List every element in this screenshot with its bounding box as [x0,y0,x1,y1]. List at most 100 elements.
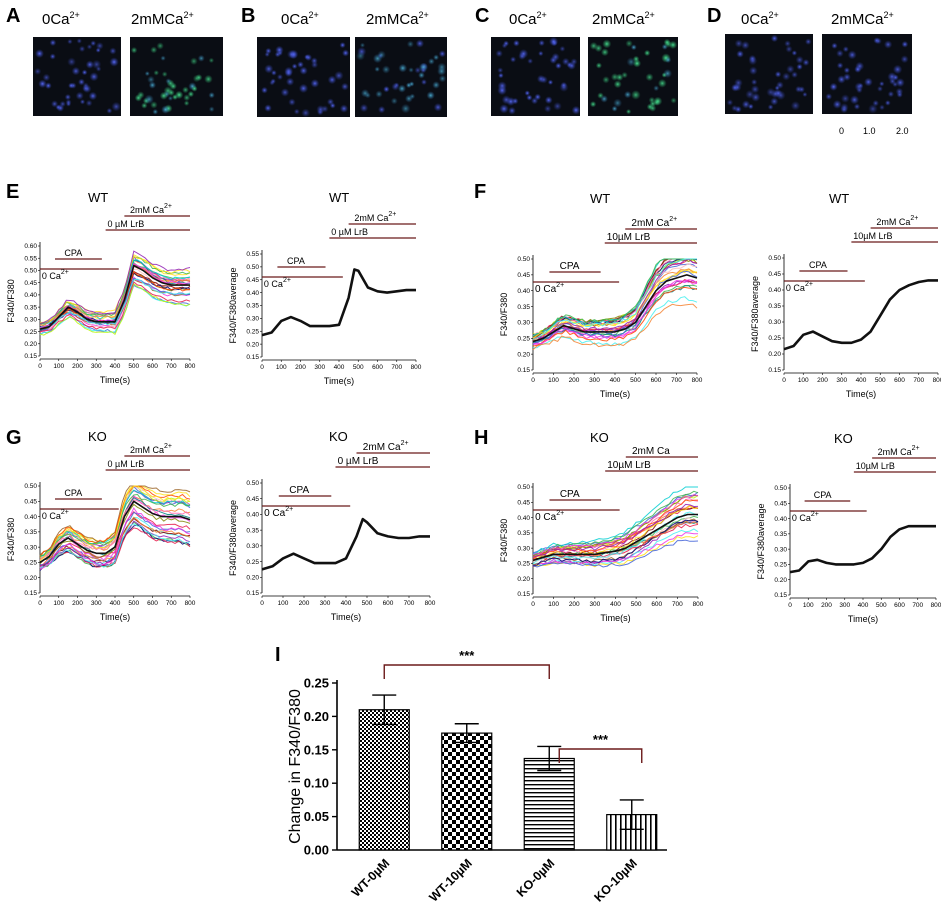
cell-spot [653,85,660,92]
cell-spot [81,69,88,76]
chart-title: WT [590,191,610,206]
x-tick-label: 0 [38,363,42,370]
cell-spot [204,74,213,84]
cell-trace [532,258,697,337]
y-tick-label: 0.30 [24,317,37,324]
x-tick-label: 800 [425,600,436,607]
y-tick-label: 0.15 [24,590,37,597]
cell-trace [39,278,191,330]
condition-0-ca-label: 0 Ca2+ [786,281,813,293]
cell-spot [89,72,99,82]
significance-bracket [558,748,643,763]
cell-spot [518,49,529,59]
condition-cpa-label: CPA [289,485,309,496]
x-tick-label: 0 [531,601,535,608]
cell-spot [868,104,878,114]
cell-spot [602,76,610,84]
scale-label: 0 [839,126,844,136]
cell-spot [160,55,166,61]
cell-trace [532,493,699,555]
panel-label-d: D [707,5,721,27]
condition-cpa-label: CPA [287,256,305,266]
cell-spot [657,78,667,88]
cell-spot [71,66,81,76]
condition-cpa-label: CPA [560,489,580,500]
y-tick-label: 0.50 [24,268,37,275]
y-tick-label: 0.20 [517,351,530,358]
average-trace [261,268,416,337]
cell-spot [88,91,98,101]
cell-spot [734,39,743,48]
cell-spot [165,78,172,85]
y-tick-label: 0.35 [517,530,530,537]
x-tick-label: 600 [651,377,662,384]
condition-2mm-ca-label: 2mM Ca2+ [878,445,920,457]
cell-spot [64,93,72,101]
cell-spot [630,44,637,51]
x-tick-label: 800 [931,602,941,609]
cell-spot [420,67,427,74]
cell-spot [600,95,608,103]
panel-label-h: H [474,427,488,449]
cell-trace [39,271,191,328]
panel-label-i: I [275,644,281,666]
cell-spot [877,85,883,92]
cell-spot [847,50,857,60]
cell-spot [288,98,296,106]
cell-spot [560,81,568,89]
x-tick-label: 500 [353,364,364,371]
header-0ca: 0Ca2+ [281,10,319,28]
condition-cpa-label: CPA [814,490,832,500]
cell-spot [55,104,61,110]
cell-trace [532,258,697,340]
x-tick-label: 400 [856,377,867,384]
cell-spot [375,90,383,98]
cell-spot [167,89,175,97]
y-tick-label: 0.05 [304,809,329,824]
y-tick-label: 0.25 [517,561,530,568]
cell-trace [39,255,191,323]
y-axis-label: Change in F340/F380 [287,689,304,844]
x-tick-label: 0 [788,602,792,609]
panel-label-f: F [474,181,486,203]
cell-spot [825,93,833,100]
cell-trace [532,486,698,555]
cell-spot [497,67,504,74]
average-trace [261,517,430,571]
cell-spot [734,105,742,113]
y-axis-label: F340/F380average [756,503,766,579]
cell-spot [390,97,398,105]
condition-lrb-label: 10µM LrB [607,232,651,243]
cell-spot [67,57,76,67]
x-tick-label: 300 [589,377,600,384]
y-tick-label: 0.35 [246,303,259,310]
cell-spot [796,63,803,70]
y-tick-label: 0.20 [24,575,37,582]
x-axis-label: Time(s) [100,612,130,622]
x-tick-label: 600 [894,377,905,384]
line-chart-g-all: KO 0.15 0.20 0.25 0.30 0.35 0.40 0.45 0.50 0 100 20… [6,429,196,622]
cell-spot [840,94,850,103]
cell-trace [532,503,699,558]
cell-fluorescence-layer [34,34,909,118]
cell-trace [39,278,191,331]
cell-trace [39,265,191,327]
cell-spot [892,64,903,75]
cell-trace [39,281,191,333]
significance-bracket [383,664,550,679]
panel-label-g: G [6,427,22,449]
x-tick-label: 400 [858,602,869,609]
y-tick-label: 0.50 [24,483,37,490]
header-0ca: 0Ca2+ [509,10,547,28]
x-tick-label: 700 [391,364,402,371]
significance-stars: *** [459,648,475,663]
cell-spot [645,73,654,82]
y-tick-label: 0.15 [774,592,787,599]
y-tick-label: 0.40 [517,515,530,522]
y-tick-label: 0.40 [24,292,37,299]
x-tick-label: 200 [821,602,832,609]
y-tick-label: 0.25 [768,335,781,342]
x-tick-label: 300 [839,602,850,609]
